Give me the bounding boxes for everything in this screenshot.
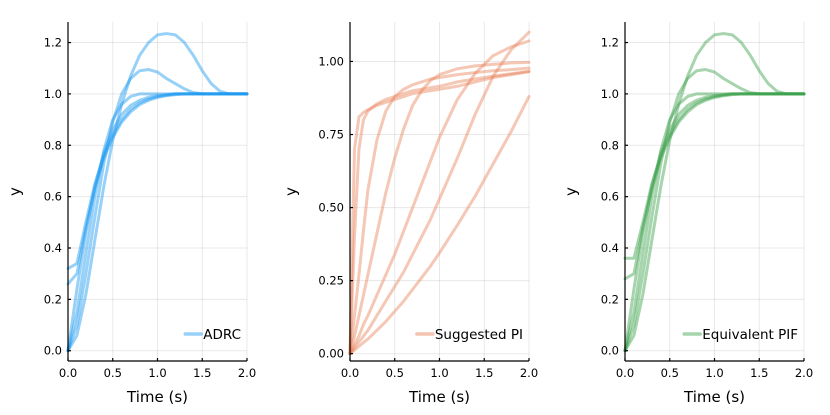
- series-line-3: [66, 92, 249, 353]
- y-tick-label: 0.00: [318, 347, 344, 361]
- x-tick-label: 2.0: [520, 366, 538, 380]
- x-tick-label: 1.5: [750, 366, 768, 380]
- y-tick-label: 0.2: [601, 292, 619, 306]
- y-tick-label: 0.0: [44, 344, 62, 358]
- x-axis-label: Time (s): [683, 388, 745, 406]
- panel-1: 0.0 0.5 1.0 1.5 2.0 0.0 0.2 0.4 0.6 0.8 1.0 1.2 Time…: [6, 22, 256, 406]
- y-tick-label: 1.0: [44, 87, 62, 101]
- x-tick-label: 0.0: [59, 366, 77, 380]
- y-tick-label: 1.0: [601, 87, 619, 101]
- y-axis-label: y: [282, 187, 300, 196]
- y-tick-label: 0.4: [44, 241, 62, 255]
- series-line-2: [623, 68, 806, 353]
- series-line-6: [623, 92, 806, 281]
- series-line-1: [348, 70, 531, 356]
- x-tick-label: 0.0: [341, 366, 359, 380]
- x-axis-label: Time (s): [126, 388, 188, 406]
- x-tick-label: 1.0: [148, 366, 166, 380]
- y-tick-label: 0.75: [318, 128, 344, 142]
- x-tick-label: 1.0: [430, 366, 448, 380]
- panel-2: 0.0 0.5 1.0 1.5 2.0 0.00 0.25 0.50 0.75 1.00 Time …: [282, 22, 538, 406]
- series-line-1: [66, 32, 249, 353]
- y-tick-label: 1.00: [318, 54, 344, 68]
- x-tick-label: 0.5: [661, 366, 679, 380]
- series-line-4: [348, 60, 531, 356]
- series-line-4: [66, 92, 249, 353]
- y-tick-label: 0.6: [44, 190, 62, 204]
- legend-label: ADRC: [203, 327, 241, 343]
- legend-label: Suggested PI: [435, 327, 523, 343]
- x-tick-label: 1.0: [705, 366, 723, 380]
- series-line-3: [348, 66, 531, 356]
- y-tick-label: 0.8: [601, 138, 619, 152]
- series-line-5: [348, 39, 531, 356]
- y-axis-label: y: [6, 187, 24, 196]
- series-line-5: [66, 92, 249, 271]
- y-tick-label: 0.8: [44, 138, 62, 152]
- x-tick-label: 0.0: [616, 366, 634, 380]
- series-line-3: [623, 92, 806, 353]
- series-line-4: [623, 92, 806, 353]
- y-tick-label: 1.2: [44, 36, 62, 50]
- x-axis-label: Time (s): [408, 388, 470, 406]
- y-tick-label: 0.6: [601, 190, 619, 204]
- series-line-5: [623, 92, 806, 260]
- y-tick-label: 0.50: [318, 201, 344, 215]
- x-tick-label: 2.0: [795, 366, 813, 380]
- series-line-2: [348, 69, 531, 356]
- x-tick-label: 1.5: [193, 366, 211, 380]
- legend-label: Equivalent PIF: [702, 327, 798, 343]
- y-tick-label: 0.25: [318, 274, 344, 288]
- x-tick-label: 0.5: [386, 366, 404, 380]
- panel-3: 0.0 0.5 1.0 1.5 2.0 0.0 0.2 0.4 0.6 0.8 1.0 1.2 Time…: [562, 22, 813, 406]
- y-tick-label: 1.2: [601, 36, 619, 50]
- series-line-7: [348, 95, 531, 356]
- y-tick-label: 0.4: [601, 241, 619, 255]
- series-line-6: [348, 30, 531, 356]
- series-line-1: [623, 32, 806, 353]
- y-tick-label: 0.2: [44, 292, 62, 306]
- series-line-6: [66, 92, 249, 286]
- y-tick-label: 0.0: [601, 344, 619, 358]
- x-tick-label: 1.5: [475, 366, 493, 380]
- x-tick-label: 0.5: [104, 366, 122, 380]
- series-line-2: [66, 68, 249, 353]
- x-tick-label: 2.0: [238, 366, 256, 380]
- y-axis-label: y: [562, 187, 580, 196]
